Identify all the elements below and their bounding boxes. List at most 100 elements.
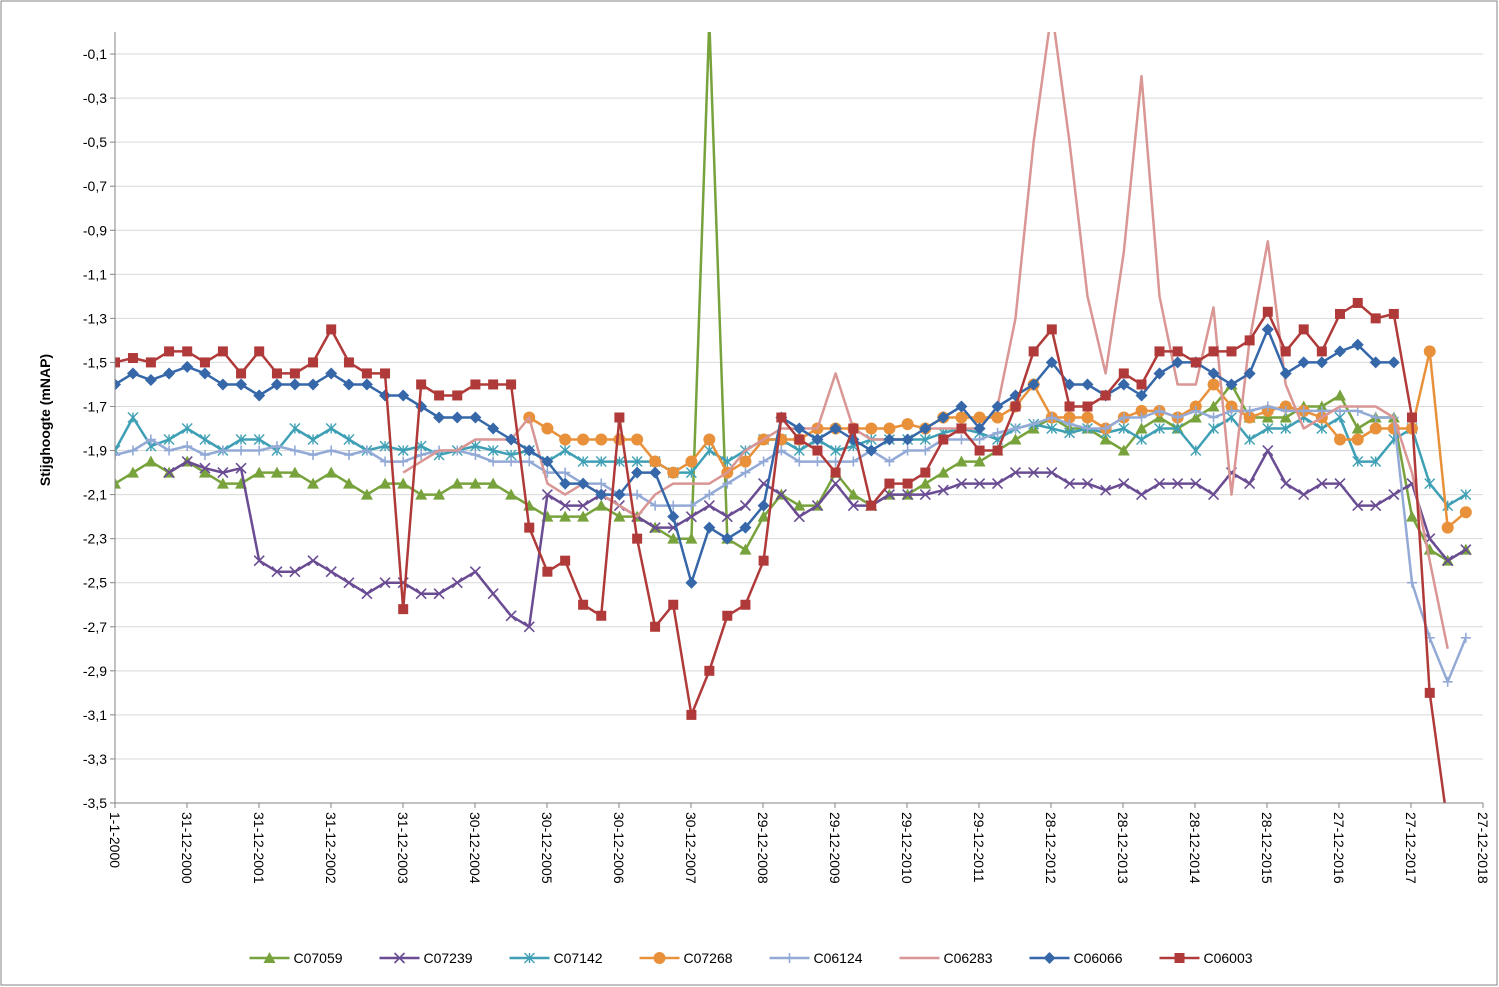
- marker: [649, 466, 662, 479]
- marker: [613, 510, 626, 522]
- marker: [1280, 346, 1291, 357]
- marker: [505, 433, 518, 446]
- marker: [793, 511, 805, 523]
- marker: [217, 467, 229, 479]
- marker: [559, 445, 571, 457]
- marker: [1190, 445, 1202, 457]
- marker: [1064, 419, 1075, 430]
- marker: [1136, 379, 1147, 390]
- marker: [577, 477, 590, 490]
- marker: [793, 499, 806, 511]
- marker: [829, 422, 842, 435]
- marker: [343, 357, 354, 368]
- marker: [650, 621, 661, 632]
- marker: [217, 346, 228, 357]
- marker: [1298, 405, 1309, 416]
- marker: [289, 445, 300, 456]
- marker: [1046, 423, 1058, 435]
- marker: [757, 499, 770, 512]
- marker: [342, 477, 355, 489]
- marker: [992, 427, 1003, 438]
- marker: [343, 577, 355, 589]
- marker: [270, 378, 283, 391]
- marker: [451, 577, 463, 589]
- marker: [920, 467, 931, 478]
- legend-entry: C06003: [1159, 950, 1253, 966]
- marker: [1207, 400, 1220, 412]
- marker: [524, 522, 535, 533]
- marker: [1280, 405, 1291, 416]
- marker: [956, 434, 967, 445]
- marker: [919, 489, 931, 501]
- marker: [1352, 456, 1364, 468]
- marker: [1333, 345, 1346, 358]
- marker: [289, 423, 301, 435]
- marker: [325, 566, 337, 578]
- marker: [812, 456, 823, 467]
- marker: [342, 378, 355, 391]
- x-tick-label: 31-12-2003: [395, 812, 411, 884]
- marker: [1387, 356, 1400, 369]
- marker: [1243, 411, 1256, 424]
- marker: [577, 433, 590, 446]
- marker: [1045, 356, 1058, 369]
- marker: [1279, 411, 1292, 423]
- marker: [1441, 521, 1454, 534]
- marker: [126, 367, 139, 380]
- marker: [613, 488, 626, 501]
- marker: [360, 378, 373, 391]
- marker: [253, 389, 266, 402]
- marker: [955, 478, 968, 490]
- marker: [758, 555, 769, 566]
- marker: [361, 588, 373, 600]
- marker: [1388, 308, 1399, 319]
- y-tick-label: -1,3: [83, 310, 107, 326]
- marker: [126, 466, 139, 478]
- marker: [1135, 489, 1148, 501]
- marker: [847, 488, 860, 500]
- marker: [631, 433, 644, 446]
- x-tick-label: 27-12-2018: [1475, 812, 1491, 884]
- marker: [830, 467, 841, 478]
- marker: [1370, 500, 1382, 512]
- marker: [415, 488, 428, 500]
- y-tick-label: -0,9: [83, 222, 107, 238]
- marker: [115, 357, 120, 368]
- marker: [955, 411, 968, 424]
- marker: [596, 478, 607, 489]
- marker: [559, 500, 571, 512]
- marker: [1316, 478, 1328, 490]
- marker: [524, 456, 535, 467]
- y-tick-label: -3,3: [83, 751, 107, 767]
- marker: [1154, 346, 1165, 357]
- marker: [415, 440, 427, 452]
- marker: [164, 346, 175, 357]
- legend-marker: [393, 952, 406, 964]
- legend-entry: C06283: [899, 950, 993, 966]
- marker: [1172, 412, 1183, 423]
- legend-marker: [1174, 953, 1185, 963]
- marker: [739, 500, 752, 512]
- marker: [1190, 478, 1202, 490]
- marker: [1082, 401, 1093, 412]
- x-tick-label: 30-12-2006: [611, 812, 627, 884]
- marker: [433, 588, 445, 600]
- marker: [1064, 427, 1076, 439]
- marker: [254, 445, 265, 456]
- marker: [632, 489, 643, 500]
- legend-marker: [524, 952, 535, 964]
- marker: [703, 500, 715, 512]
- marker: [326, 324, 337, 335]
- marker: [1153, 367, 1166, 380]
- marker: [703, 521, 716, 534]
- marker: [560, 555, 571, 566]
- marker: [632, 533, 643, 544]
- y-tick-label: -2,7: [83, 619, 107, 635]
- marker: [1405, 510, 1418, 522]
- x-tick-label: 28-12-2012: [1043, 812, 1059, 884]
- marker: [1207, 489, 1220, 501]
- marker: [883, 433, 896, 446]
- marker: [1370, 456, 1382, 468]
- marker: [1063, 478, 1076, 490]
- legend-label: C06283: [944, 950, 993, 966]
